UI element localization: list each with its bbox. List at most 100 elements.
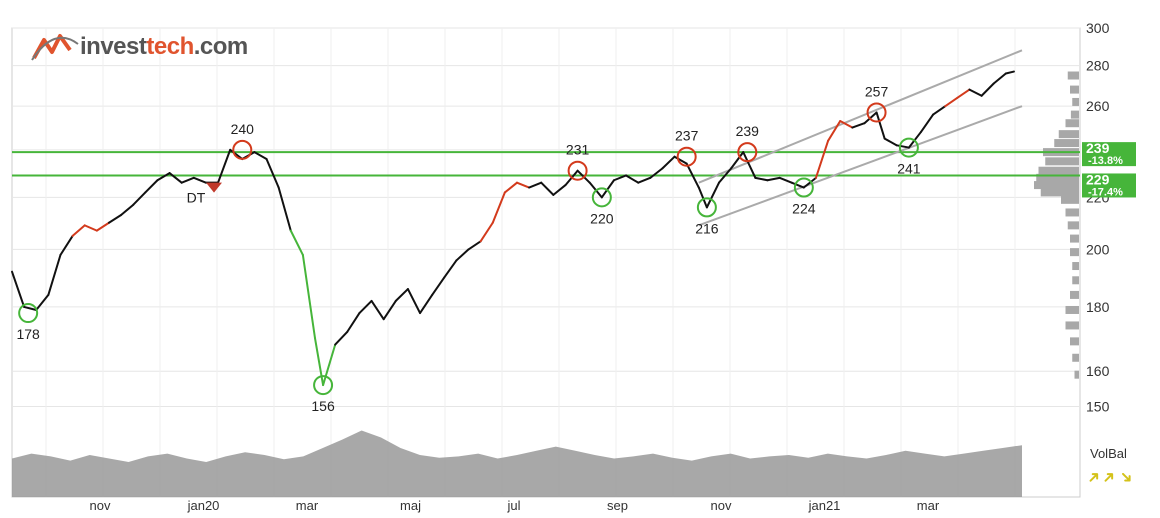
price-segment xyxy=(455,248,470,262)
level-label-bg xyxy=(1082,173,1136,198)
high-point-marker xyxy=(866,102,887,123)
point-label: 178 xyxy=(16,326,40,342)
x-tick-label: nov xyxy=(711,498,732,513)
price-segment xyxy=(625,174,640,184)
price-segment xyxy=(600,179,615,199)
price-segment xyxy=(180,176,195,184)
y-tick-label: 200 xyxy=(1086,241,1110,257)
price-segment xyxy=(132,191,147,206)
point-label: 156 xyxy=(311,398,335,414)
volume-profile-bar xyxy=(1061,195,1079,204)
price-segment xyxy=(144,179,159,194)
volume-profile-bar xyxy=(1054,139,1079,148)
price-segment xyxy=(47,253,62,296)
price-segment xyxy=(932,105,947,116)
volume-profile-bar xyxy=(1065,321,1079,330)
x-tick-label: jul xyxy=(506,498,520,513)
volume-balance-area xyxy=(12,430,1022,497)
channel-upper xyxy=(698,49,1023,184)
level-value: 239 xyxy=(1086,140,1110,156)
point-label: 231 xyxy=(566,142,590,158)
price-segment xyxy=(95,221,110,232)
y-tick-label: 260 xyxy=(1086,98,1110,114)
volbal-arrows: ➜ ➜ ➜ xyxy=(1084,467,1137,489)
high-point-marker xyxy=(737,142,758,163)
price-segment xyxy=(265,158,280,189)
price-segment xyxy=(358,299,373,315)
volume-profile-bar xyxy=(1072,97,1079,106)
volume-profile-bar xyxy=(1067,221,1079,230)
logo-text-accent: tech xyxy=(146,33,194,60)
volume-profile-bar xyxy=(1070,234,1079,243)
volume-profile-bar xyxy=(1065,208,1079,217)
price-segment xyxy=(394,288,409,302)
price-segment xyxy=(406,288,422,315)
logo-text: investtech.com xyxy=(80,33,248,61)
volume-profile-bar xyxy=(1036,173,1079,182)
volume-profile-bar xyxy=(1065,119,1079,128)
price-segment xyxy=(895,144,910,149)
price-segment xyxy=(956,88,971,99)
price-segment xyxy=(217,148,232,184)
point-label: 240 xyxy=(231,121,255,137)
price-segment xyxy=(229,148,244,161)
volbal-label: VolBal xyxy=(1090,446,1127,461)
volume-profile-bar xyxy=(1070,110,1079,119)
point-label: 239 xyxy=(736,123,760,139)
price-segment xyxy=(71,224,86,237)
price-segment xyxy=(419,293,434,315)
volume-profile xyxy=(1034,71,1079,379)
price-segment xyxy=(839,120,854,129)
price-segment xyxy=(120,203,135,217)
level-pct: -17.4% xyxy=(1088,186,1123,198)
low-point-marker xyxy=(696,197,717,218)
volume-profile-bar xyxy=(1045,157,1079,166)
price-segment xyxy=(754,176,769,182)
price-segment xyxy=(516,181,531,189)
x-tick-label: nov xyxy=(90,498,111,513)
price-segment xyxy=(1004,70,1015,75)
low-point-marker xyxy=(898,137,919,158)
price-segment xyxy=(851,122,866,129)
price-segment xyxy=(253,151,268,161)
price-segment xyxy=(301,253,316,340)
volume-balance-area xyxy=(12,430,1022,497)
price-segment xyxy=(346,312,361,333)
channel-lower xyxy=(698,105,1023,227)
price-segment xyxy=(685,162,700,189)
volume-profile-bar xyxy=(1070,290,1079,299)
volume-profile-bar xyxy=(1058,130,1079,139)
price-segment xyxy=(35,293,50,311)
price-segment xyxy=(649,167,664,179)
price-segment xyxy=(673,155,688,165)
price-segment xyxy=(920,113,935,133)
point-label: 237 xyxy=(675,128,699,144)
volume-profile-bar xyxy=(1070,85,1079,94)
price-segment xyxy=(968,88,983,97)
price-segment xyxy=(334,330,349,346)
volume-profile-bar xyxy=(1072,262,1079,271)
y-tick-label: 280 xyxy=(1086,58,1110,74)
grid-lines xyxy=(11,27,1081,498)
high-point-marker xyxy=(676,146,697,167)
price-segment xyxy=(883,137,898,147)
price-segment xyxy=(314,337,325,387)
volume-profile-bar xyxy=(1038,166,1079,175)
price-segment xyxy=(479,221,494,243)
x-axis-ticks: nov jan20 mar maj jul sep nov jan21 mar xyxy=(90,498,940,513)
high-point-marker xyxy=(232,139,253,160)
price-segment xyxy=(156,172,171,182)
price-segment xyxy=(718,167,733,184)
price-segment xyxy=(980,82,995,97)
high-point-marker xyxy=(567,160,588,181)
x-tick-label: mar xyxy=(917,498,940,513)
price-segment xyxy=(790,181,805,189)
low-point-marker xyxy=(591,187,612,208)
price-segment xyxy=(370,299,385,321)
price-segment xyxy=(661,155,676,170)
price-segment xyxy=(730,151,745,170)
price-segment xyxy=(491,191,506,224)
price-segment xyxy=(528,181,543,189)
x-tick-label: jan21 xyxy=(808,498,841,513)
price-segment xyxy=(552,184,567,196)
